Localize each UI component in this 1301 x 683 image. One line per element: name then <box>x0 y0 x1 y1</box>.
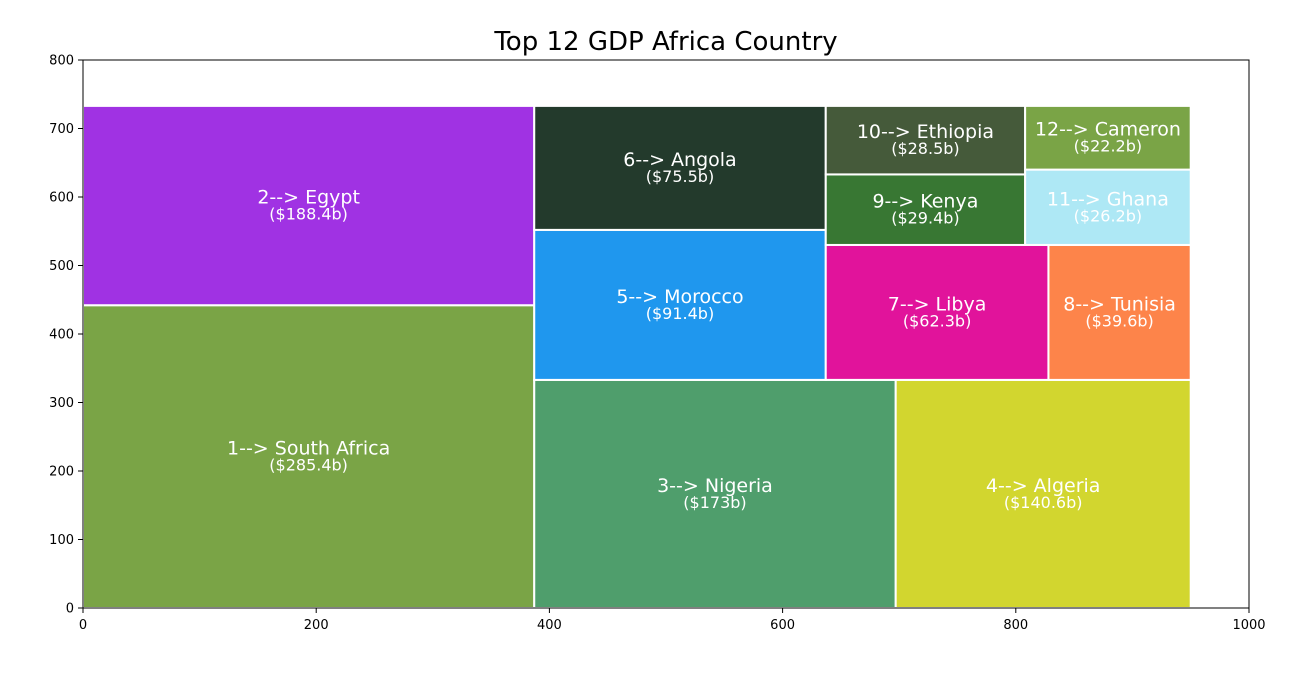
treemap-cell: 5--> Morocco($91.4b) <box>533 228 827 381</box>
treemap-cell: 9--> Kenya($29.4b) <box>824 173 1027 246</box>
treemap-cell-label: 5--> Morocco <box>616 286 743 308</box>
treemap-cell-rect <box>824 173 1027 246</box>
treemap-cell-value-label: ($75.5b) <box>646 167 714 186</box>
treemap-cell: 12--> Cameron($22.2b) <box>1024 104 1192 171</box>
treemap-cell-label: 2--> Egypt <box>257 187 360 209</box>
x-tick-label: 800 <box>1003 618 1028 633</box>
y-tick-label: 300 <box>49 396 74 411</box>
treemap-cell-label: 3--> Nigeria <box>657 475 773 497</box>
y-tick-label: 800 <box>49 54 74 69</box>
chart-title: Top 12 GDP Africa Country <box>493 27 837 57</box>
treemap-cell-value-label: ($62.3b) <box>903 311 971 330</box>
treemap-cell-label: 7--> Libya <box>888 293 987 315</box>
treemap-cell-rect <box>533 228 827 381</box>
treemap-cell: 10--> Ethiopia($28.5b) <box>824 104 1027 176</box>
treemap-cell: 6--> Angola($75.5b) <box>533 104 827 231</box>
y-tick-label: 100 <box>49 533 74 548</box>
treemap-cell-rect <box>824 243 1050 381</box>
treemap-cell-value-label: ($140.6b) <box>1004 493 1083 512</box>
treemap-cell: 2--> Egypt($188.4b) <box>82 104 536 307</box>
treemap-cell-label: 6--> Angola <box>623 149 736 171</box>
treemap-cell-value-label: ($39.6b) <box>1085 311 1153 330</box>
treemap-cell: 7--> Libya($62.3b) <box>824 243 1050 381</box>
treemap-cell-label: 11--> Ghana <box>1047 188 1169 210</box>
treemap-cell-rect <box>82 304 536 609</box>
y-tick-label: 400 <box>49 328 74 343</box>
treemap-cell-rect <box>1024 168 1192 246</box>
treemap-cell-rect <box>1024 104 1192 171</box>
y-tick-label: 0 <box>66 602 74 617</box>
treemap-cell-rect <box>82 104 536 307</box>
treemap-cell-rect <box>533 378 897 609</box>
treemap-cell-label: 9--> Kenya <box>872 191 978 213</box>
x-tick-label: 0 <box>79 618 87 633</box>
treemap-cell-label: 8--> Tunisia <box>1063 293 1176 315</box>
treemap-cell-value-label: ($173b) <box>683 493 746 512</box>
treemap-cell-value-label: ($28.5b) <box>891 139 959 158</box>
treemap-cell-label: 12--> Cameron <box>1035 119 1181 141</box>
y-tick-label: 500 <box>49 259 74 274</box>
treemap-cell: 8--> Tunisia($39.6b) <box>1047 243 1192 381</box>
x-axis: 0 200 400 600 800 1000 <box>79 608 1266 633</box>
y-tick-label: 700 <box>49 122 74 137</box>
y-axis: 0 100 200 300 400 500 600 700 800 <box>49 54 83 617</box>
treemap-cell: 3--> Nigeria($173b) <box>533 378 897 609</box>
treemap-cell-value-label: ($22.2b) <box>1074 137 1142 156</box>
treemap-cell: 4--> Algeria($140.6b) <box>894 378 1192 609</box>
treemap-cell-label: 4--> Algeria <box>986 475 1101 497</box>
treemap-cell: 11--> Ghana($26.2b) <box>1024 168 1192 246</box>
treemap-cell-label: 1--> South Africa <box>227 438 390 460</box>
x-tick-label: 600 <box>770 618 795 633</box>
x-tick-label: 1000 <box>1232 618 1265 633</box>
y-tick-label: 200 <box>49 465 74 480</box>
y-tick-label: 600 <box>49 191 74 206</box>
treemap-cell-value-label: ($29.4b) <box>891 209 959 228</box>
x-tick-label: 400 <box>537 618 562 633</box>
treemap-cell-label: 10--> Ethiopia <box>857 121 994 143</box>
treemap-cell-value-label: ($285.4b) <box>269 456 348 475</box>
treemap-cell-value-label: ($26.2b) <box>1074 206 1142 225</box>
treemap-cell: 1--> South Africa($285.4b) <box>82 304 536 609</box>
treemap-cell-value-label: ($91.4b) <box>646 304 714 323</box>
treemap-cell-value-label: ($188.4b) <box>269 205 348 224</box>
treemap-cells: 1--> South Africa($285.4b)2--> Egypt($18… <box>82 104 1192 609</box>
x-tick-label: 200 <box>304 618 329 633</box>
